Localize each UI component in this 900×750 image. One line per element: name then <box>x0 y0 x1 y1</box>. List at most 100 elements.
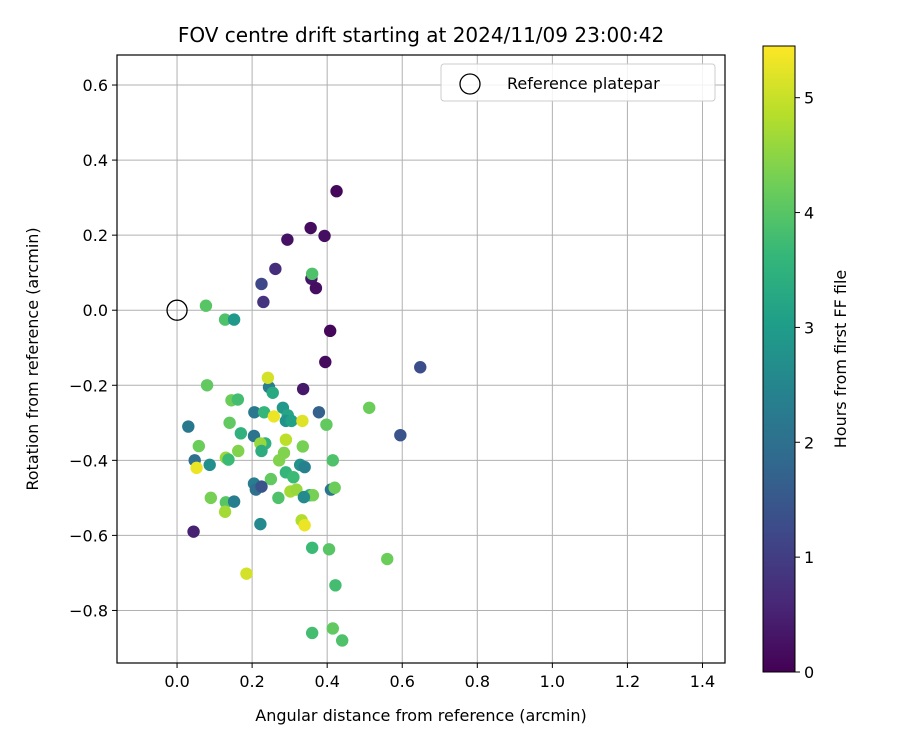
data-point <box>269 262 282 276</box>
data-point <box>318 229 331 243</box>
x-axis-label: Angular distance from reference (arcmin) <box>255 706 586 725</box>
data-point <box>328 481 341 494</box>
data-point <box>203 458 216 472</box>
x-tick-label: 0.4 <box>314 672 339 691</box>
y-tick-label: −0.8 <box>69 601 108 620</box>
colorbar-gradient <box>762 45 796 673</box>
colorbar-label: Hours from first FF file <box>831 270 850 449</box>
data-point <box>394 428 407 442</box>
data-point <box>322 543 336 556</box>
data-point <box>298 519 311 532</box>
x-tick-label: 0.2 <box>239 672 264 691</box>
data-point <box>182 420 195 433</box>
data-point <box>335 634 349 647</box>
data-point <box>305 267 319 281</box>
data-point <box>187 525 200 538</box>
data-point <box>232 444 245 458</box>
x-axis-ticks: 0.0 0.2 0.4 0.6 0.8 1.0 1.2 1.4 <box>164 663 715 691</box>
data-point <box>319 355 332 369</box>
data-point <box>298 460 311 474</box>
data-point <box>326 454 340 467</box>
colorbar-tick-label: 3 <box>804 318 814 337</box>
data-point <box>204 491 218 505</box>
x-tick-label: 0.0 <box>164 672 189 691</box>
legend-label: Reference platepar <box>507 74 660 93</box>
data-point <box>255 277 268 291</box>
data-point <box>231 393 245 406</box>
data-point <box>329 579 342 592</box>
data-point <box>304 221 317 235</box>
data-point <box>190 461 203 475</box>
data-point <box>254 517 267 531</box>
legend: Reference platepar <box>440 63 716 102</box>
scatter-points <box>166 185 427 647</box>
legend-box <box>440 63 716 102</box>
data-point <box>261 371 275 384</box>
data-point <box>363 401 376 414</box>
data-point <box>287 471 300 484</box>
y-axis-ticks: −0.8 −0.6 −0.4 −0.2 0.0 0.2 0.4 0.6 <box>69 76 117 620</box>
data-point <box>223 416 236 430</box>
data-point <box>381 552 394 566</box>
colorbar-tick-label: 0 <box>804 663 814 682</box>
data-point <box>218 313 232 326</box>
y-tick-label: −0.6 <box>69 526 108 545</box>
data-point <box>218 505 232 518</box>
data-point <box>272 491 285 505</box>
y-axis-label: Rotation from reference (arcmin) <box>23 227 42 490</box>
x-tick-label: 0.8 <box>465 672 490 691</box>
data-point <box>312 406 326 419</box>
data-point <box>199 299 213 312</box>
data-point <box>309 281 323 295</box>
data-point <box>257 295 270 309</box>
colorbar-ticks: 0 1 2 3 4 5 <box>795 89 814 682</box>
data-point <box>296 414 309 428</box>
reference-platepar-marker <box>166 299 188 321</box>
x-tick-label: 1.4 <box>690 672 715 691</box>
data-point <box>296 382 310 396</box>
data-point <box>222 453 235 466</box>
colorbar-tick-label: 5 <box>804 89 814 108</box>
data-point <box>227 313 241 326</box>
data-point <box>227 495 241 508</box>
data-point <box>290 483 303 496</box>
data-point <box>266 386 279 399</box>
legend-open-circle-marker <box>459 73 481 95</box>
data-point <box>200 379 214 392</box>
data-point <box>267 410 281 423</box>
data-point <box>285 414 298 428</box>
data-point <box>279 433 293 446</box>
data-point <box>248 406 261 419</box>
data-point <box>297 490 311 504</box>
y-tick-label: 0.4 <box>83 151 108 170</box>
y-tick-label: −0.4 <box>69 451 108 470</box>
plot-frame <box>116 54 726 664</box>
data-point <box>264 472 278 486</box>
data-point <box>305 541 319 554</box>
data-point <box>277 446 291 460</box>
data-point <box>234 427 248 440</box>
data-point <box>255 444 268 458</box>
data-point <box>305 626 319 640</box>
data-point <box>323 324 337 338</box>
y-tick-label: 0.2 <box>83 226 108 245</box>
chart-title: FOV centre drift starting at 2024/11/09 … <box>178 23 664 47</box>
y-tick-label: 0.6 <box>83 76 108 95</box>
data-point <box>414 361 427 374</box>
grid <box>117 55 725 663</box>
y-tick-label: −0.2 <box>69 376 108 395</box>
colorbar: 0 1 2 3 4 5 Hours from first FF file <box>762 45 850 682</box>
data-point <box>281 233 294 246</box>
data-point <box>192 439 206 453</box>
data-point <box>257 406 271 419</box>
data-point <box>255 480 268 493</box>
colorbar-tick-label: 2 <box>804 433 814 452</box>
x-tick-label: 1.2 <box>615 672 640 691</box>
colorbar-tick-label: 4 <box>804 204 814 223</box>
data-point <box>296 440 309 453</box>
y-tick-label: 0.0 <box>83 301 108 320</box>
x-tick-label: 0.6 <box>390 672 415 691</box>
colorbar-tick-label: 1 <box>804 548 814 567</box>
data-point <box>330 185 343 198</box>
